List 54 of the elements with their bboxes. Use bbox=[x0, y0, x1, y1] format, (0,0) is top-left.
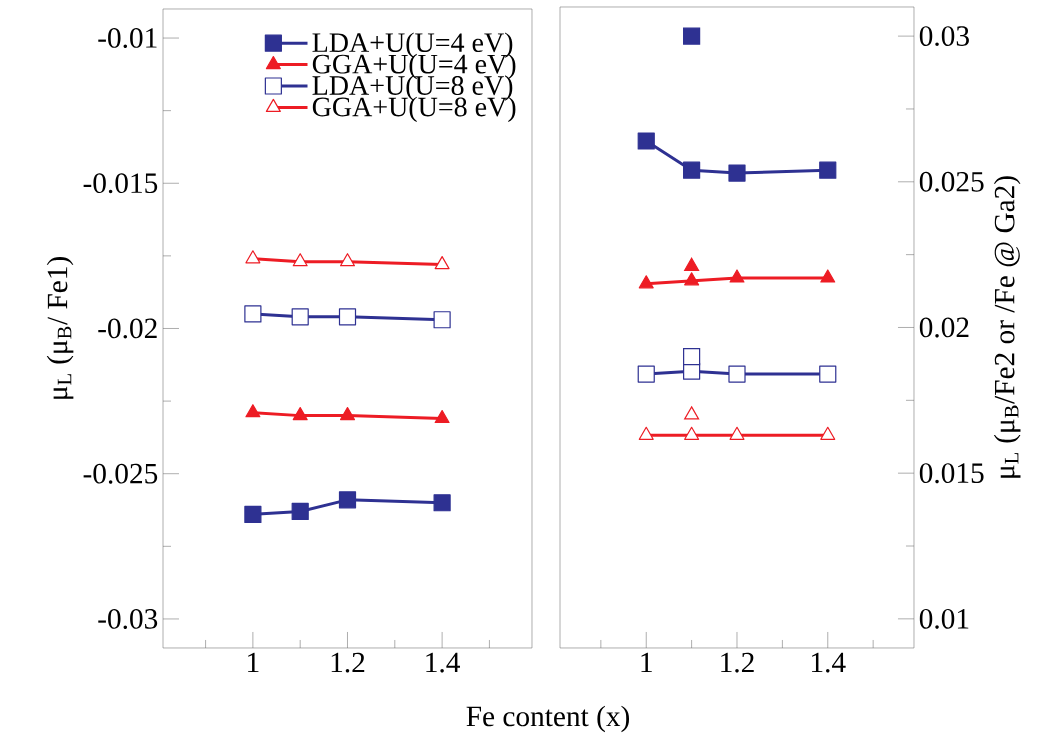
x-tick-label: 1 bbox=[641, 652, 652, 673]
x-axis-title: Fe content (x) bbox=[466, 705, 630, 733]
point bbox=[292, 253, 308, 267]
point bbox=[339, 253, 356, 267]
point bbox=[820, 426, 836, 440]
point bbox=[684, 272, 700, 286]
point bbox=[338, 308, 357, 326]
point bbox=[291, 502, 309, 521]
point bbox=[638, 275, 654, 289]
point bbox=[728, 164, 746, 182]
y2-tick-label: 0.015 bbox=[919, 463, 984, 484]
x-tick-label: 1.4 bbox=[426, 652, 460, 673]
y-tick-label: -0.03 bbox=[98, 608, 158, 629]
point bbox=[637, 365, 655, 383]
point bbox=[292, 407, 308, 421]
y-tick-label: -0.025 bbox=[83, 463, 158, 484]
point bbox=[683, 27, 701, 45]
point bbox=[684, 257, 700, 271]
point bbox=[434, 255, 450, 270]
y2-tick-label: 0.01 bbox=[919, 608, 969, 629]
y2-tick-label: 0.03 bbox=[919, 26, 969, 47]
y2-tick-label: 0.025 bbox=[919, 171, 984, 192]
point bbox=[338, 491, 357, 509]
x-tick-label: 1.2 bbox=[721, 652, 754, 673]
point bbox=[683, 161, 701, 179]
point bbox=[820, 269, 836, 283]
point bbox=[244, 305, 262, 323]
point bbox=[245, 250, 261, 264]
x-tick-label: 1.4 bbox=[812, 652, 846, 673]
point bbox=[339, 407, 356, 421]
point bbox=[728, 365, 746, 383]
x-tick-label: 1.2 bbox=[331, 652, 365, 673]
point bbox=[637, 132, 655, 150]
point bbox=[819, 161, 837, 179]
y2-axis-title: μ$_{L}$ (μ$_{B}$/Fe2 or /Fe @ Ga2) bbox=[993, 176, 1021, 478]
point bbox=[433, 311, 451, 329]
point bbox=[819, 365, 837, 383]
y2-tick-label: 0.02 bbox=[919, 317, 969, 338]
y-tick-label: -0.015 bbox=[83, 173, 158, 194]
y-tick-label: -0.01 bbox=[98, 28, 157, 48]
point bbox=[729, 269, 745, 283]
y-axis-title: μ$_{L}$ (μ$_{B}$/ Fe1) bbox=[46, 257, 74, 399]
point bbox=[684, 426, 700, 440]
point bbox=[434, 409, 450, 424]
point bbox=[245, 404, 261, 418]
point bbox=[244, 505, 262, 523]
point bbox=[684, 406, 700, 420]
point bbox=[683, 348, 701, 366]
point bbox=[729, 426, 745, 440]
point bbox=[291, 308, 309, 326]
y-tick-label: -0.02 bbox=[98, 318, 157, 339]
x-tick-label: 1 bbox=[248, 652, 259, 673]
point bbox=[433, 494, 451, 512]
point bbox=[638, 426, 654, 440]
